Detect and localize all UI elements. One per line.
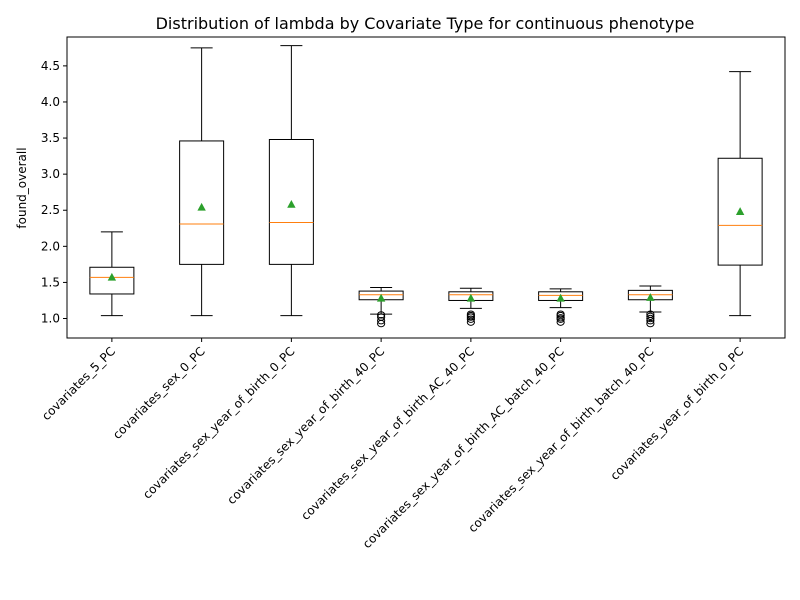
x-tick-label: covariates_5_PC xyxy=(39,344,118,423)
mean-marker xyxy=(735,207,745,215)
y-tick-label: 4.0 xyxy=(41,95,60,109)
box xyxy=(179,140,225,265)
outlier-point xyxy=(646,319,655,328)
y-tick-label: 3.0 xyxy=(41,167,60,181)
mean-marker xyxy=(197,202,206,211)
box-group xyxy=(448,287,494,326)
outlier-point xyxy=(377,311,386,319)
x-tick-label: covariates_sex_year_of_birth_40_PC xyxy=(224,344,387,507)
y-tick-label: 2.0 xyxy=(41,239,60,253)
mean-marker xyxy=(287,199,296,208)
mean-marker xyxy=(556,293,565,302)
box-group xyxy=(358,286,404,328)
plot-area-frame xyxy=(66,36,786,339)
mean-marker xyxy=(107,272,117,281)
outlier-point xyxy=(377,316,386,325)
box xyxy=(89,266,135,295)
x-ticks-layer: covariates_5_PCcovariates_sex_0_PCcovari… xyxy=(39,338,746,551)
box-group xyxy=(627,285,673,328)
y-tick-label: 1.0 xyxy=(41,312,60,326)
x-tick-label: covariates_sex_0_PC xyxy=(110,344,208,442)
x-tick-label: covariates_sex_year_of_birth_AC_batch_40… xyxy=(360,344,567,551)
y-axis-label: found_overall xyxy=(15,147,29,228)
box xyxy=(717,157,763,266)
box-group xyxy=(538,288,584,326)
mean-marker xyxy=(646,293,655,301)
outlier-point xyxy=(466,315,475,323)
y-tick-label: 4.5 xyxy=(41,59,60,73)
x-tick-label: covariates_sex_year_of_birth_0_PC xyxy=(140,344,297,501)
mean-marker xyxy=(466,293,476,302)
y-tick-label: 1.5 xyxy=(41,275,60,289)
outlier-point xyxy=(466,313,475,321)
outlier-point xyxy=(646,314,655,323)
outlier-point xyxy=(646,312,655,321)
box xyxy=(268,138,314,265)
chart-title: Distribution of lambda by Covariate Type… xyxy=(156,14,695,33)
x-tick-label: covariates_sex_year_of_birth_batch_40_PC xyxy=(465,344,656,535)
outlier-point xyxy=(556,318,565,326)
outlier-point xyxy=(646,316,655,325)
y-ticks-layer: 1.0 1.5 2.0 2.5 3.0 3.5 4.0 4.5 xyxy=(41,59,67,326)
x-tick-label: covariates_sex_year_of_birth_AC_40_PC xyxy=(298,344,477,523)
box-group xyxy=(268,45,314,317)
boxes-layer xyxy=(89,45,763,328)
box-group xyxy=(179,47,225,317)
box-group xyxy=(89,231,135,317)
outlier-point xyxy=(556,315,565,323)
y-tick-label: 2.5 xyxy=(41,203,60,217)
outlier-point xyxy=(377,319,386,328)
outlier-point xyxy=(466,318,475,326)
y-tick-label: 3.5 xyxy=(41,131,60,145)
box-group xyxy=(717,71,763,317)
mean-marker xyxy=(376,293,386,302)
